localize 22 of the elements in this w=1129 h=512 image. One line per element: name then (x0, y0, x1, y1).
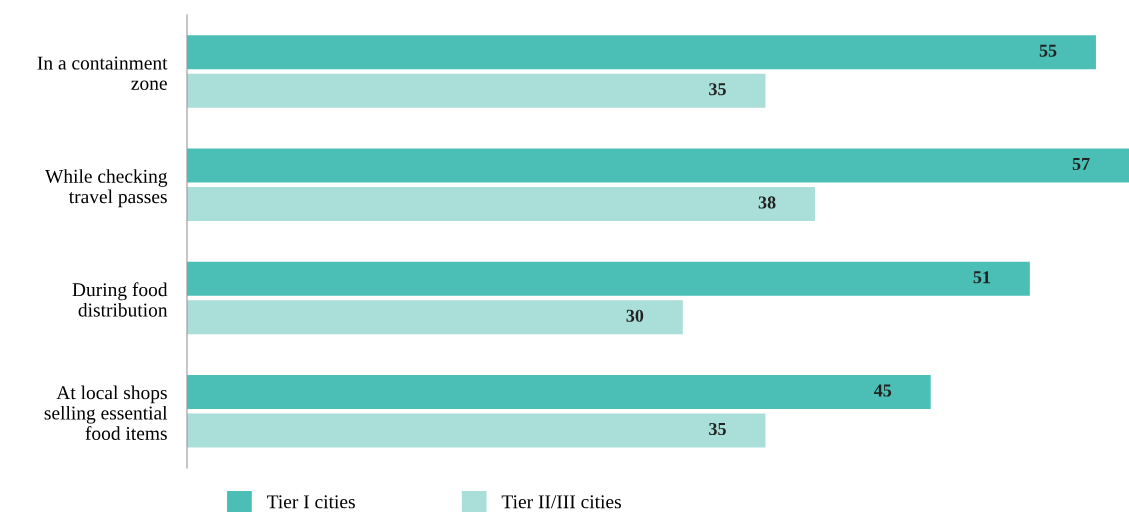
data-label: 30 (626, 309, 644, 322)
bar (187, 413, 766, 448)
data-label: 35 (709, 422, 726, 436)
bar (187, 261, 1030, 296)
data-label: 51 (973, 271, 991, 284)
data-label: 57 (1072, 158, 1090, 171)
data-label: 38 (758, 196, 776, 209)
bar (187, 375, 931, 410)
bar (187, 187, 815, 222)
data-label: 55 (1039, 44, 1057, 57)
y-tick-label: During food distribution (72, 282, 168, 317)
y-tick-label: At local shops selling essential food items (44, 385, 168, 440)
bar (187, 300, 683, 335)
legend-label: Tier II/III cities (501, 495, 621, 509)
bar (187, 35, 1096, 70)
y-tick-label: While checking travel passes (45, 169, 168, 208)
data-label: 45 (873, 384, 892, 397)
y-tick-label: In a containment zone (37, 56, 168, 90)
legend-label: Tier I cities (266, 495, 355, 509)
data-label: 35 (709, 83, 726, 96)
bar (187, 73, 766, 108)
bar (187, 148, 1129, 183)
